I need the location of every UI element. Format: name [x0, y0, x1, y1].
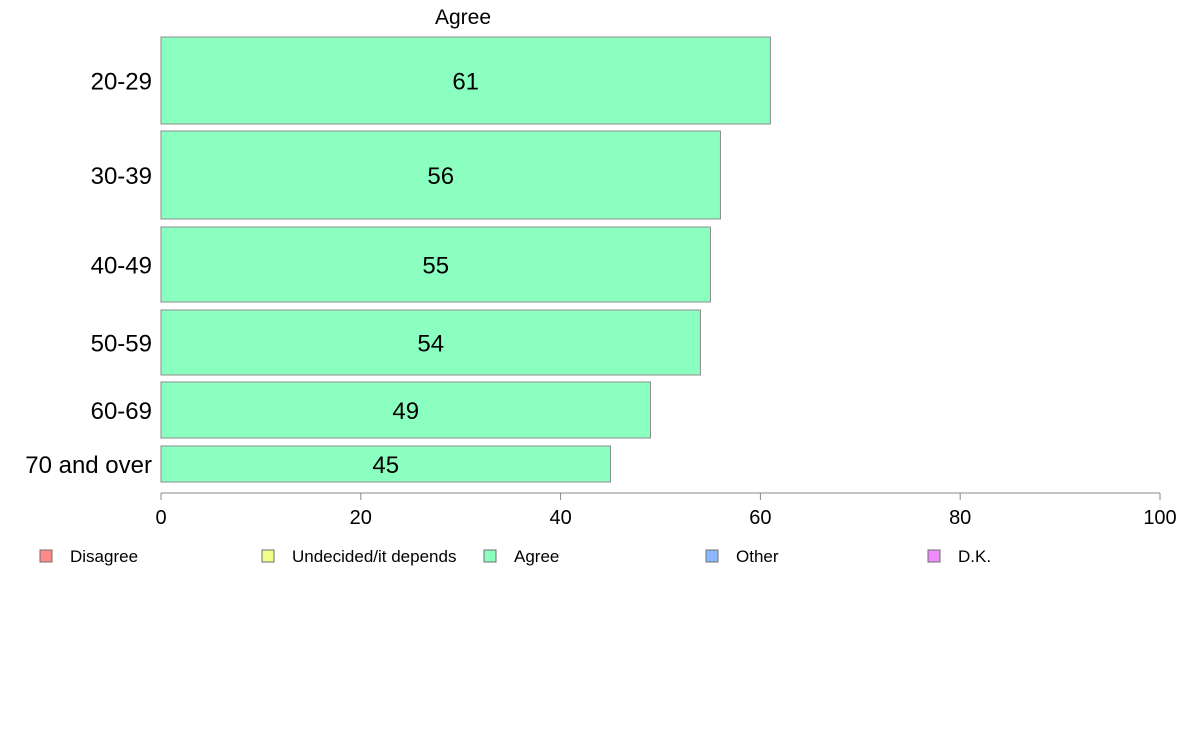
- x-tick-label: 100: [1143, 507, 1176, 529]
- data-label: 54: [417, 331, 444, 358]
- bar-20-29: [160, 36, 771, 125]
- legend-label: Undecided/it depends: [292, 547, 456, 566]
- data-label: 55: [422, 253, 449, 280]
- category-label: 50-59: [91, 331, 152, 358]
- category-label: 70 and over: [25, 452, 152, 479]
- data-label: 61: [452, 69, 479, 96]
- x-tick-label: 40: [549, 507, 571, 529]
- legend-label: Disagree: [70, 547, 138, 566]
- category-label: 20-29: [91, 69, 152, 96]
- legend-swatch-disagree: [39, 549, 53, 563]
- bar-40-49: [160, 226, 711, 303]
- x-tick-label: 20: [350, 507, 372, 529]
- x-tick-label: 0: [155, 507, 166, 529]
- x-tick-label: 60: [749, 507, 771, 529]
- legend-swatch-d-k: [927, 549, 941, 563]
- data-label: 45: [372, 452, 399, 479]
- category-label: 40-49: [91, 253, 152, 280]
- legend-swatch-undecided-it-depends: [261, 549, 275, 563]
- category-label: 60-69: [91, 398, 152, 425]
- bar-60-69: [160, 381, 652, 439]
- legend-label: Other: [736, 547, 779, 566]
- legend-label: Agree: [514, 547, 559, 566]
- x-tick-label: 80: [949, 507, 971, 529]
- legend-swatch-other: [705, 549, 719, 563]
- chart-title: Agree: [435, 6, 491, 29]
- bar-70-and-over: [160, 445, 612, 483]
- bar-30-39: [160, 130, 721, 220]
- legend-swatch-agree: [483, 549, 497, 563]
- data-label: 56: [427, 163, 454, 190]
- data-label: 49: [392, 398, 419, 425]
- category-label: 30-39: [91, 163, 152, 190]
- bar-50-59: [160, 309, 701, 376]
- legend-label: D.K.: [958, 547, 991, 566]
